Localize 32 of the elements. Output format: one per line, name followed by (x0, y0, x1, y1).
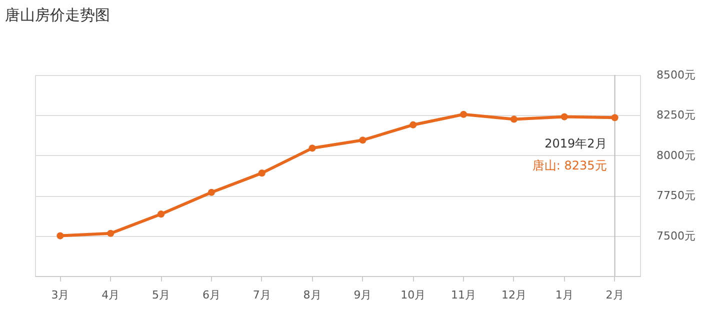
point (359, 136, 366, 144)
point (308, 144, 316, 152)
point (158, 210, 165, 218)
x-tick-label: 1月 (555, 288, 574, 302)
x-tick-label: 2月 (606, 288, 624, 302)
point (107, 230, 114, 237)
annotation: 2019年2月 (544, 136, 607, 151)
y-tick-label: 8250元 (656, 108, 696, 122)
text: 唐山: 8235元 (532, 158, 607, 173)
point (460, 110, 468, 118)
x-tick-label: 11月 (451, 288, 476, 302)
y-tick-label: 8500元 (656, 68, 696, 82)
point (560, 113, 568, 120)
point (611, 114, 618, 122)
x-tick-label: 6月 (202, 288, 220, 302)
x-tick-label: 5月 (152, 288, 170, 302)
x-tick-label: 10月 (400, 288, 426, 302)
x-tick-label: 12月 (501, 288, 526, 302)
x-tick-label: 3月 (51, 288, 70, 302)
chart-title: 唐山房价走势图 (5, 6, 110, 24)
point (258, 170, 266, 177)
y-tick-label: 7500元 (656, 229, 696, 242)
point (56, 232, 64, 240)
x-tick-label: 8月 (303, 288, 322, 302)
x-tick-label: 4月 (102, 288, 120, 302)
y-tick-label: 7750元 (656, 189, 696, 202)
x-tick-label: 9月 (354, 288, 372, 302)
point (208, 188, 215, 196)
y-tick-label: 8000元 (656, 148, 696, 162)
point (410, 121, 417, 128)
point (510, 116, 518, 123)
x-tick-label: 7月 (252, 288, 271, 302)
